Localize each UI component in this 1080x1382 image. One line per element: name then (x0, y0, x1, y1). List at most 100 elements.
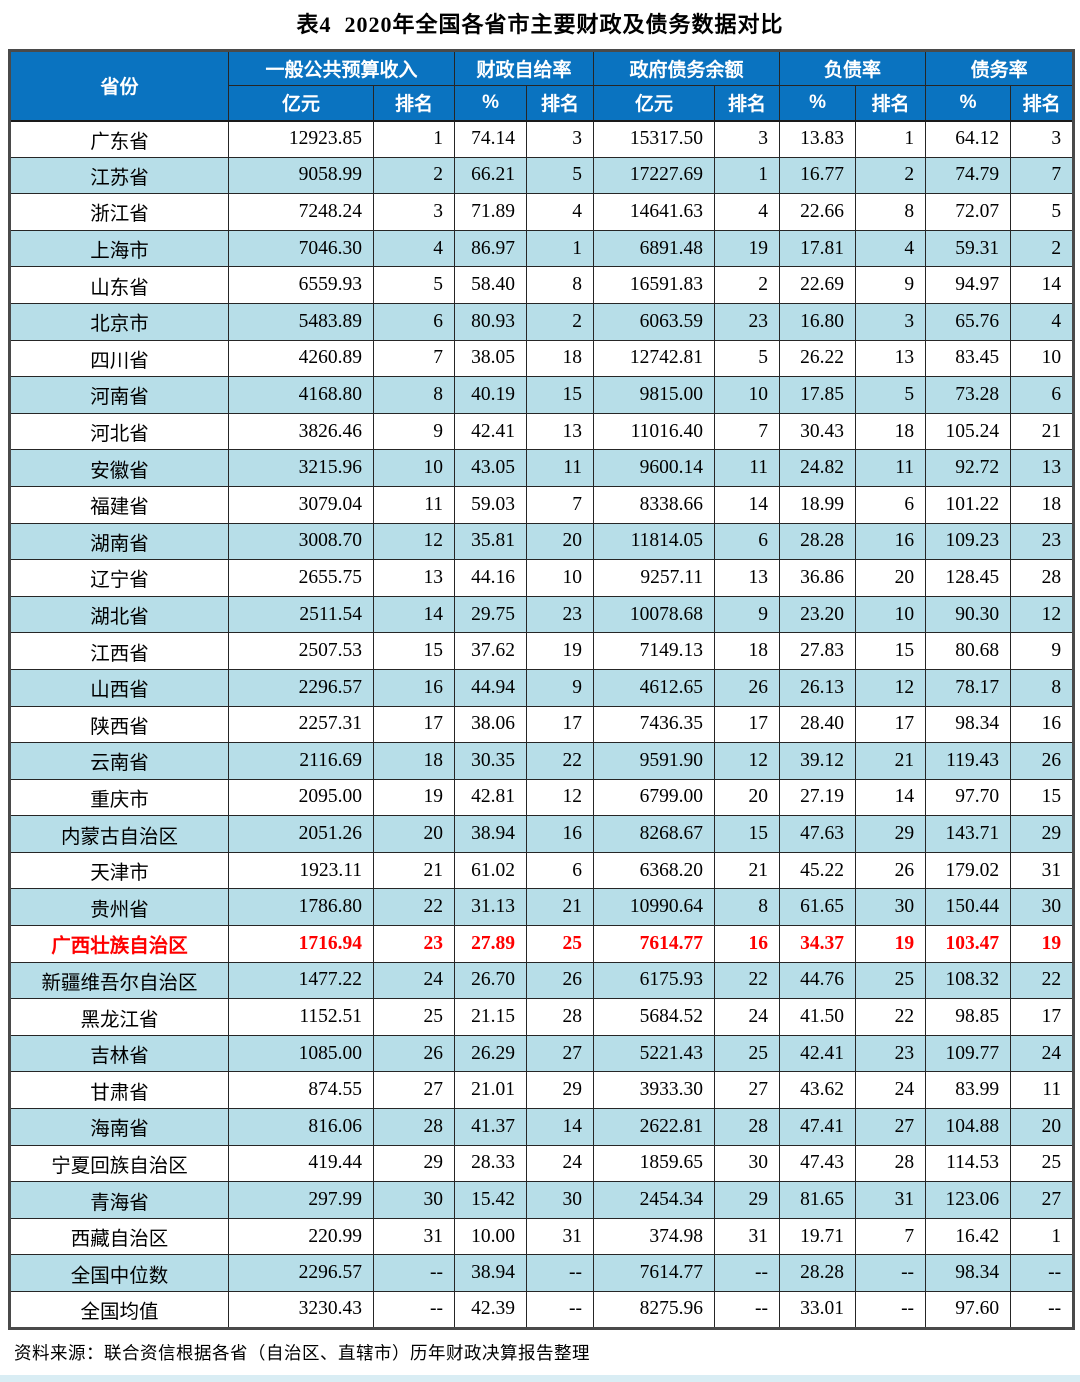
cell-liability-ratio-value: 47.41 (779, 1108, 857, 1146)
col-header-liability-ratio-rank: 排名 (855, 85, 927, 121)
cell-liability-ratio-value: 28.28 (779, 1254, 857, 1292)
cell-revenue-rank: 18 (372, 742, 456, 780)
col-group-budget-revenue: 一般公共预算收入 (227, 50, 456, 86)
cell-self-sufficiency-rank: 21 (526, 888, 595, 927)
cell-revenue-value: 5483.89 (228, 302, 374, 341)
cell-debt-ratio-rank: 10 (1010, 339, 1075, 378)
cell-province: 天津市 (9, 851, 229, 890)
cell-debt-balance-value: 2454.34 (593, 1181, 716, 1219)
cell-self-sufficiency-rank: 1 (526, 229, 595, 268)
cell-revenue-rank: -- (372, 1254, 456, 1292)
cell-debt-balance-value: 15317.50 (593, 120, 716, 158)
cell-revenue-value: 1786.80 (228, 888, 374, 927)
cell-revenue-value: 3826.46 (228, 412, 374, 451)
cell-debt-balance-value: 9591.90 (593, 742, 716, 780)
cell-revenue-rank: 30 (372, 1181, 456, 1219)
cell-province: 宁夏回族自治区 (9, 1144, 229, 1183)
table-row: 北京市 5483.89 6 80.93 2 6063.59 23 16.80 3 65.76 4 (9, 302, 1075, 341)
cell-debt-ratio-rank: 14 (1010, 266, 1075, 304)
cell-revenue-rank: 23 (372, 925, 456, 963)
cell-province: 新疆维吾尔自治区 (9, 961, 229, 1000)
cell-debt-balance-value: 12742.81 (593, 339, 716, 378)
cell-debt-balance-value: 14641.63 (593, 193, 716, 231)
cell-debt-balance-value: 374.98 (593, 1217, 716, 1256)
table-row: 天津市 1923.11 21 61.02 6 6368.20 21 45.22 26 179.02… (9, 851, 1075, 890)
cell-debt-ratio-rank: -- (1010, 1291, 1075, 1329)
cell-debt-balance-rank: 14 (714, 485, 781, 524)
cell-debt-ratio-rank: 26 (1010, 742, 1075, 780)
cell-self-sufficiency-value: 38.94 (454, 1254, 528, 1292)
cell-revenue-value: 1085.00 (228, 1034, 374, 1073)
cell-self-sufficiency-rank: 29 (526, 1071, 595, 1110)
cell-revenue-value: 6559.93 (228, 266, 374, 304)
table-row: 全国均值 3230.43 -- 42.39 -- 8275.96 -- 33.01 -- 97.6… (9, 1291, 1075, 1329)
cell-province: 西藏自治区 (9, 1217, 229, 1256)
cell-province: 甘肃省 (9, 1071, 229, 1110)
cell-self-sufficiency-value: 26.70 (454, 961, 528, 1000)
cell-liability-ratio-rank: 22 (855, 998, 927, 1036)
cell-revenue-rank: 7 (372, 339, 456, 378)
cell-debt-ratio-value: 150.44 (925, 888, 1012, 927)
cell-self-sufficiency-value: 38.94 (454, 815, 528, 853)
cell-debt-ratio-rank: 16 (1010, 705, 1075, 744)
cell-liability-ratio-rank: 12 (855, 668, 927, 707)
cell-debt-balance-rank: 3 (714, 120, 781, 158)
cell-self-sufficiency-rank: 26 (526, 961, 595, 1000)
cell-debt-balance-rank: 21 (714, 851, 781, 890)
cell-revenue-rank: 1 (372, 120, 456, 158)
cell-debt-ratio-value: 59.31 (925, 229, 1012, 268)
cell-revenue-value: 3230.43 (228, 1291, 374, 1329)
table-row: 河北省 3826.46 9 42.41 13 11016.40 7 30.43 18 105.24… (9, 412, 1075, 451)
cell-debt-balance-value: 5684.52 (593, 998, 716, 1036)
cell-province: 湖南省 (9, 522, 229, 561)
cell-self-sufficiency-rank: 25 (526, 925, 595, 963)
col-header-debt-ratio-pct: % (925, 85, 1012, 121)
cell-revenue-value: 2257.31 (228, 705, 374, 744)
cell-province: 浙江省 (9, 193, 229, 231)
source-note: 资料来源：联合资信根据各省（自治区、直辖市）历年财政决算报告整理 (14, 1342, 590, 1363)
cell-province: 江西省 (9, 632, 229, 670)
cell-province: 陕西省 (9, 705, 229, 744)
cell-debt-balance-value: 9257.11 (593, 559, 716, 597)
cell-liability-ratio-value: 22.66 (779, 193, 857, 231)
cell-self-sufficiency-rank: 14 (526, 1108, 595, 1146)
cell-liability-ratio-rank: -- (855, 1254, 927, 1292)
cell-self-sufficiency-value: 43.05 (454, 449, 528, 487)
cell-revenue-rank: 31 (372, 1217, 456, 1256)
cell-debt-balance-rank: 24 (714, 998, 781, 1036)
cell-debt-balance-value: 7614.77 (593, 925, 716, 963)
cell-province: 河南省 (9, 376, 229, 414)
cell-revenue-value: 4260.89 (228, 339, 374, 378)
cell-liability-ratio-rank: 24 (855, 1071, 927, 1110)
cell-revenue-value: 9058.99 (228, 156, 374, 195)
cell-liability-ratio-value: 33.01 (779, 1291, 857, 1329)
cell-revenue-rank: 12 (372, 522, 456, 561)
cell-self-sufficiency-rank: 19 (526, 632, 595, 670)
cell-debt-balance-rank: 29 (714, 1181, 781, 1219)
cell-self-sufficiency-rank: -- (526, 1254, 595, 1292)
cell-self-sufficiency-rank: 11 (526, 449, 595, 487)
cell-debt-ratio-value: 90.30 (925, 595, 1012, 634)
cell-liability-ratio-value: 22.69 (779, 266, 857, 304)
cell-liability-ratio-rank: 14 (855, 778, 927, 817)
cell-debt-balance-rank: 31 (714, 1217, 781, 1256)
table-row: 陕西省 2257.31 17 38.06 17 7436.35 17 28.40 17 98.34… (9, 705, 1075, 744)
cell-liability-ratio-value: 41.50 (779, 998, 857, 1036)
table-row: 安徽省 3215.96 10 43.05 11 9600.14 11 24.82 11 92.72… (9, 449, 1075, 487)
cell-revenue-rank: 25 (372, 998, 456, 1036)
cell-liability-ratio-value: 23.20 (779, 595, 857, 634)
table-row: 江西省 2507.53 15 37.62 19 7149.13 18 27.83 15 80.68… (9, 632, 1075, 670)
cell-debt-balance-rank: 5 (714, 339, 781, 378)
table-row: 广西壮族自治区 1716.94 23 27.89 25 7614.77 16 34.37 19 1… (9, 925, 1075, 963)
table-body: 广东省 12923.85 1 74.14 3 15317.50 3 13.83 1 64.12 3 江… (9, 120, 1075, 1329)
cell-revenue-rank: 21 (372, 851, 456, 890)
cell-self-sufficiency-rank: 31 (526, 1217, 595, 1256)
cell-self-sufficiency-value: 66.21 (454, 156, 528, 195)
cell-self-sufficiency-value: 42.39 (454, 1291, 528, 1329)
cell-self-sufficiency-rank: 17 (526, 705, 595, 744)
cell-revenue-value: 12923.85 (228, 120, 374, 158)
cell-self-sufficiency-value: 30.35 (454, 742, 528, 780)
cell-debt-balance-value: 16591.83 (593, 266, 716, 304)
cell-debt-ratio-rank: 28 (1010, 559, 1075, 597)
table-row: 四川省 4260.89 7 38.05 18 12742.81 5 26.22 13 83.45 1… (9, 339, 1075, 378)
